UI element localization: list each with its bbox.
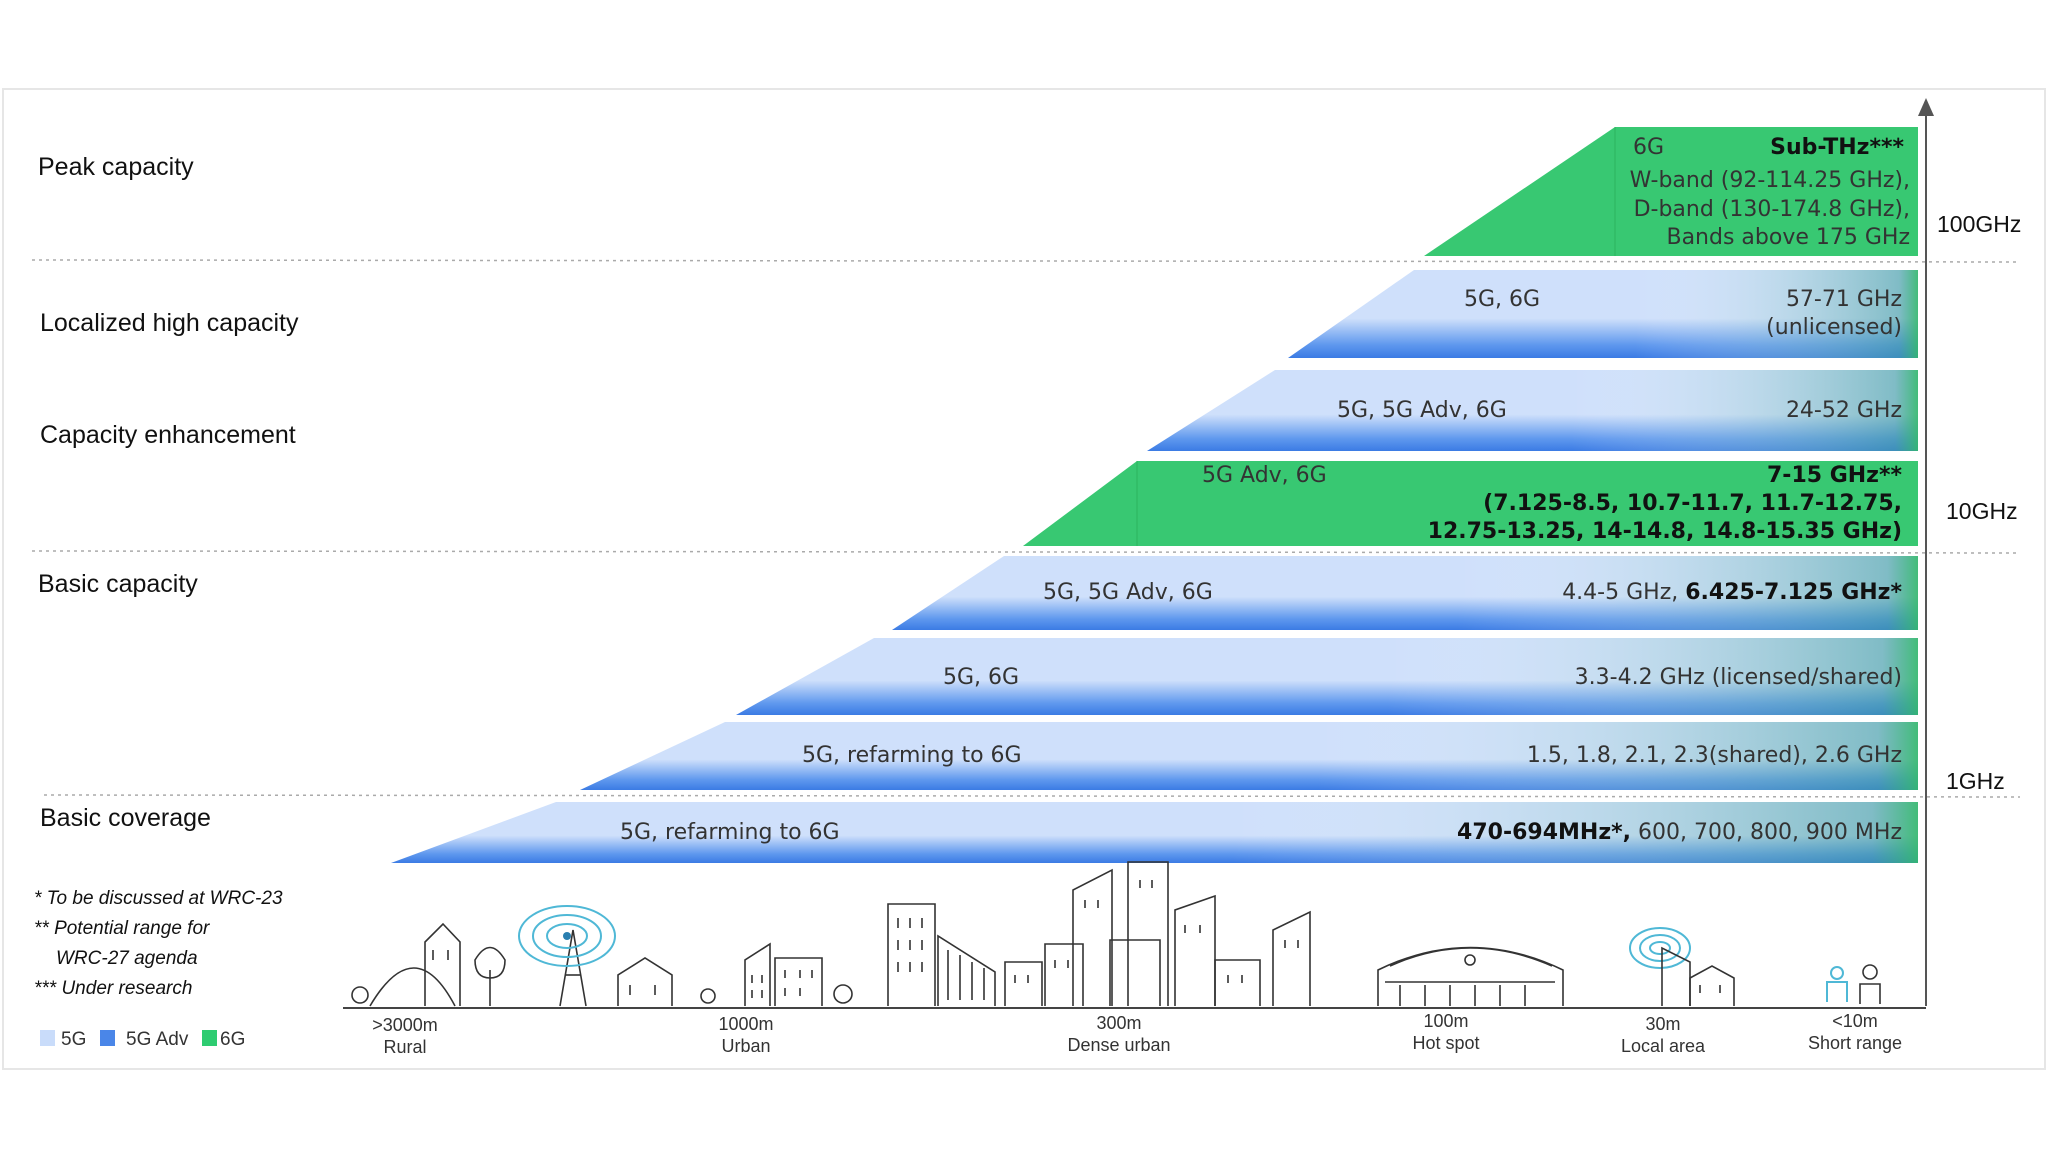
legend-label: 6G — [220, 1029, 245, 1050]
band-tech: 5G, 6G — [943, 665, 1019, 690]
distance-label: Hot spot — [1412, 1033, 1479, 1053]
band-freq-line: W-band (92-114.25 GHz), — [1630, 168, 1910, 193]
band-freq-line: 7-15 GHz** — [1767, 463, 1902, 488]
band-sub-1-ghz: 5G, refarming to 6G 470-694MHz*, 600, 70… — [391, 802, 1918, 863]
footnote: * To be discussed at WRC-23 — [34, 888, 283, 909]
band-tech: 5G, 5G Adv, 6G — [1043, 580, 1213, 605]
band-freq: 4.4-5 GHz, 6.425-7.125 GHz* — [1562, 580, 1902, 605]
urban-scene — [700, 942, 853, 1006]
band-3-4-ghz: 5G, 6G 3.3-4.2 GHz (licensed/shared) — [736, 638, 1918, 715]
axis-label-100ghz: 100GHz — [1937, 211, 2021, 237]
legend-swatch-5g — [40, 1030, 55, 1046]
band-freq-line: 1.5, 1.8, 2.1, 2.3(shared), 2.6 GHz — [1527, 743, 1902, 768]
band-7-15-ghz: 5G Adv, 6G 7-15 GHz** (7.125-8.5, 10.7-1… — [1023, 461, 1918, 546]
band-freq: Sub-THz*** — [1770, 135, 1904, 160]
category-basic-coverage: Basic coverage — [40, 804, 211, 832]
band-sub-thz: 6G Sub-THz*** W-band (92-114.25 GHz), D-… — [1424, 127, 1918, 256]
legend-label: 5G Adv — [126, 1029, 189, 1050]
band-freq: 470-694MHz*, 600, 700, 800, 900 MHz — [1457, 820, 1902, 845]
category-peak-capacity: Peak capacity — [38, 153, 194, 181]
local-area-signal-icon — [1629, 927, 1691, 969]
band-freq-line: 3.3-4.2 GHz (licensed/shared) — [1575, 665, 1902, 690]
dense-urban-scene — [887, 861, 1311, 1006]
band-57-71-ghz: 5G, 6G 57-71 GHz (unlicensed) — [1288, 270, 1918, 358]
footnote: WRC-27 agenda — [56, 948, 198, 969]
band-freq-line: 24-52 GHz — [1786, 398, 1902, 423]
distance-label: Dense urban — [1067, 1035, 1170, 1055]
legend-label: 5G — [61, 1029, 86, 1050]
axis-label-1ghz: 1GHz — [1946, 768, 2005, 794]
distance-value: 1000m — [718, 1014, 773, 1034]
band-freq-line: Bands above 175 GHz — [1666, 225, 1910, 250]
band-freq-bold: 6.425-7.125 GHz* — [1685, 580, 1902, 605]
distance-value: >3000m — [372, 1015, 438, 1035]
frame — [2, 88, 2046, 1070]
category-basic-capacity: Basic capacity — [38, 570, 198, 598]
legend-swatch-5g-adv — [100, 1030, 115, 1046]
band-freq-bold: 470-694MHz*, — [1457, 820, 1631, 845]
band-tech: 5G, refarming to 6G — [802, 743, 1022, 768]
distance-value: 100m — [1423, 1011, 1468, 1031]
category-localized-high-capacity: Localized high capacity — [40, 309, 299, 337]
distance-value: 30m — [1645, 1014, 1680, 1034]
short-range-scene — [1826, 964, 1881, 1004]
axis-label-10ghz: 10GHz — [1946, 498, 2018, 524]
band-tech: 5G, 6G — [1464, 287, 1540, 312]
band-freq-normal: 4.4-5 GHz, — [1562, 580, 1678, 605]
distance-label: Local area — [1621, 1036, 1706, 1056]
hot-spot-scene — [1377, 946, 1564, 1006]
separator-capacity — [31, 550, 2021, 554]
band-tech: 6G — [1633, 135, 1664, 160]
local-area-scene — [1661, 946, 1735, 1006]
footnote: ** Potential range for — [34, 918, 210, 939]
separator-peak — [31, 259, 2021, 263]
band-tech: 5G, refarming to 6G — [620, 820, 840, 845]
rural-signal-icon — [518, 905, 616, 967]
separator-coverage — [43, 794, 2021, 798]
band-tech: 5G, 5G Adv, 6G — [1337, 398, 1507, 423]
distance-label: Rural — [383, 1037, 426, 1057]
footnote: *** Under research — [34, 978, 192, 999]
distance-value: <10m — [1832, 1011, 1878, 1031]
band-freq-line: (7.125-8.5, 10.7-11.7, 11.7-12.75, — [1483, 491, 1902, 516]
band-24-52-ghz: 5G, 5G Adv, 6G 24-52 GHz — [1147, 370, 1918, 451]
band-freq-normal: 600, 700, 800, 900 MHz — [1638, 820, 1902, 845]
axis-arrow-icon — [1918, 98, 1934, 116]
band-freq-line: 57-71 GHz — [1786, 287, 1902, 312]
distance-label: Short range — [1808, 1033, 1902, 1053]
rural-scene — [351, 922, 673, 1007]
category-capacity-enhancement: Capacity enhancement — [40, 421, 296, 449]
legend-swatch-6g — [202, 1030, 217, 1046]
band-freq-line: (unlicensed) — [1766, 315, 1902, 340]
band-4-7-ghz: 5G, 5G Adv, 6G 4.4-5 GHz, 6.425-7.125 GH… — [892, 556, 1918, 630]
distance-value: 300m — [1096, 1013, 1141, 1033]
band-freq-line: D-band (130-174.8 GHz), — [1634, 197, 1910, 222]
distance-label: Urban — [721, 1036, 770, 1056]
legend: 5G 5G Adv 6G — [40, 1029, 245, 1050]
band-1-3-ghz: 5G, refarming to 6G 1.5, 1.8, 2.1, 2.3(s… — [580, 722, 1918, 790]
band-tech: 5G Adv, 6G — [1202, 463, 1327, 488]
band-freq-line: 12.75-13.25, 14-14.8, 14.8-15.35 GHz) — [1428, 519, 1902, 544]
